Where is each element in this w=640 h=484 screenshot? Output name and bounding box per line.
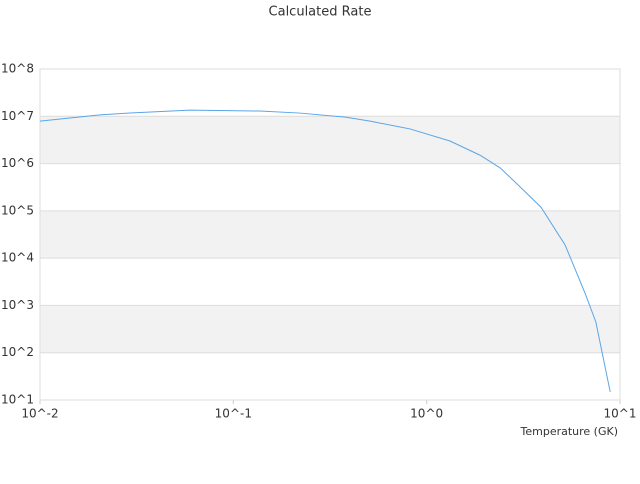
y-tick-label: 10^2 bbox=[1, 345, 34, 359]
y-tick-label: 10^1 bbox=[1, 393, 34, 407]
x-axis-label: Temperature (GK) bbox=[520, 425, 619, 438]
y-tick-label: 10^8 bbox=[1, 62, 34, 76]
grid-band bbox=[40, 305, 620, 353]
x-tick-label: 10^0 bbox=[410, 407, 443, 421]
chart-title: Calculated Rate bbox=[269, 5, 372, 20]
y-tick-label: 10^7 bbox=[1, 109, 34, 123]
grid-band bbox=[40, 210, 620, 259]
grid-band bbox=[40, 116, 620, 164]
x-tick-label: 10^-2 bbox=[21, 407, 58, 421]
y-tick-label: 10^5 bbox=[1, 203, 34, 217]
y-tick-label: 10^6 bbox=[1, 156, 34, 170]
y-tick-label: 10^4 bbox=[1, 251, 34, 265]
x-tick-label: 10^-1 bbox=[215, 407, 252, 421]
plot-border bbox=[39, 68, 621, 401]
y-tick-label: 10^3 bbox=[1, 298, 34, 312]
x-tick-label: 10^1 bbox=[604, 407, 637, 421]
data-line bbox=[39, 109, 611, 393]
